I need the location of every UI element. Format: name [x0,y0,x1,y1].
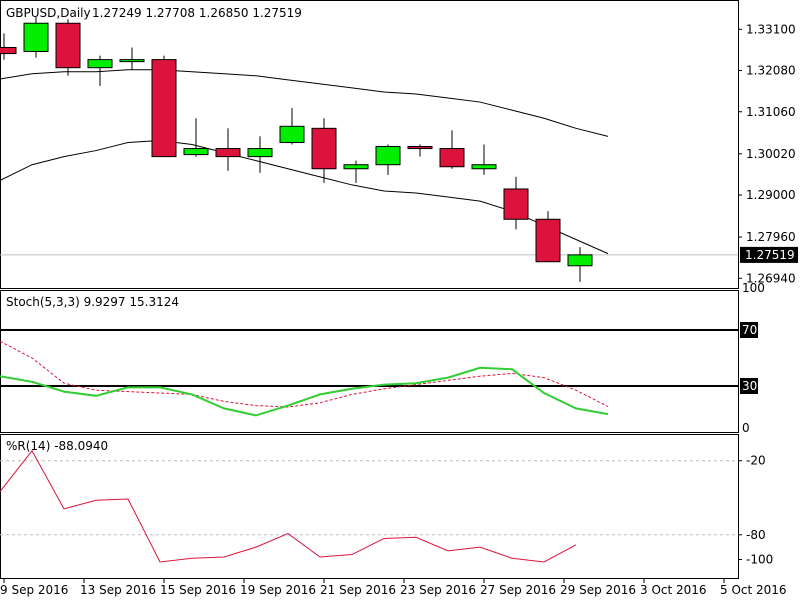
candle-body [0,46,17,55]
wpr-panel-frame [0,434,739,579]
candle [311,118,337,183]
candle-body [279,125,305,143]
chart-ohlc: 1.27249 1.27708 1.26850 1.27519 [92,6,302,20]
candle [183,118,209,157]
current-price-label-box [740,246,798,263]
chart-symbol: GBPUSD,Daily [6,6,91,20]
candle [247,136,273,173]
date-tick-label: 21 Sep 2016 [320,583,396,597]
candle-body [471,164,497,170]
candle-body [567,254,593,267]
candle-body [247,148,273,158]
candle [439,130,465,169]
stoch-signal-line [0,340,609,408]
stoch-tick-label: 70 [742,323,757,337]
date-tick-label: 3 Oct 2016 [640,583,707,597]
candle-body [439,148,465,168]
wpr-tick-label: -20 [746,454,766,468]
price-panel-frame [0,0,739,289]
candle-body [503,188,529,220]
candle [0,33,17,60]
candle [119,47,145,70]
stoch-tick-label: 30 [742,379,757,393]
wpr-line [0,449,577,563]
stoch-level-label-box [740,322,758,338]
candle [407,144,433,157]
stoch-panel: 100 70 30 0 Stoch(5,3,3) 9.9297 15.3124 [0,281,765,435]
candle [215,128,241,171]
candle-body [119,59,145,63]
price-panel: 1.33100 1.32080 1.31060 1.30020 1.29000 1.279… [0,0,798,289]
price-tick-label: 1.32080 [746,64,796,78]
candle-body [183,148,209,156]
candle-body [215,148,241,158]
date-tick-label: 23 Sep 2016 [400,583,476,597]
wpr-tick-label: -80 [746,528,766,542]
price-tick-label: 1.33100 [746,22,796,36]
candle [535,211,561,263]
stoch-panel-frame [0,290,739,433]
candle [343,160,369,183]
stoch-title: Stoch(5,3,3) 9.9297 15.3124 [6,295,179,309]
stoch-tick-label: 0 [742,421,750,435]
date-tick-label: 19 Sep 2016 [240,583,316,597]
date-tick-label: 13 Sep 2016 [80,583,156,597]
price-tick-label: 1.31060 [746,105,796,119]
candle [567,247,593,282]
candle-body [407,146,433,150]
price-axis: 1.33100 1.32080 1.31060 1.30020 1.29000 1.279… [738,22,796,285]
price-tick-label: 1.30020 [746,147,796,161]
date-tick-label: 27 Sep 2016 [480,583,556,597]
date-tick-label: 15 Sep 2016 [160,583,236,597]
price-tick-label: 1.27960 [746,230,796,244]
candle-body [311,127,337,170]
candle-body [87,59,113,69]
envelope-upper-line [0,69,609,137]
candles [0,17,593,282]
date-axis: 9 Sep 2016 13 Sep 2016 15 Sep 2016 19 Sep 2… [0,578,787,597]
candle [375,144,401,175]
candle [503,176,529,230]
candle-body [151,59,177,158]
wpr-title: %R(14) -88.0940 [6,439,108,453]
candle [151,55,177,158]
price-tick-label: 1.29000 [746,188,796,202]
price-tick-label: 1.26940 [746,271,796,285]
date-tick-label: 9 Sep 2016 [0,583,68,597]
candle-body [23,22,49,53]
candle-body [375,146,401,166]
wpr-panel: -20 -80 -100 %R(14) -88.0940 [0,434,773,579]
candle-body [535,218,561,263]
current-price-label: 1.27519 [745,248,795,262]
candle [23,17,49,58]
candle-body [343,164,369,170]
stoch-level-label-box [740,378,758,394]
candle [471,144,497,175]
stoch-main-line [0,366,609,417]
wpr-axis: -20 -80 -100 [0,454,773,566]
candle [87,55,113,86]
date-tick-label: 29 Sep 2016 [560,583,636,597]
candle [279,108,305,145]
stoch-tick-label: 100 [742,281,765,295]
date-tick-label: 5 Oct 2016 [720,583,787,597]
wpr-tick-label: -100 [746,552,773,566]
candle [55,19,81,76]
candle-body [55,22,81,69]
